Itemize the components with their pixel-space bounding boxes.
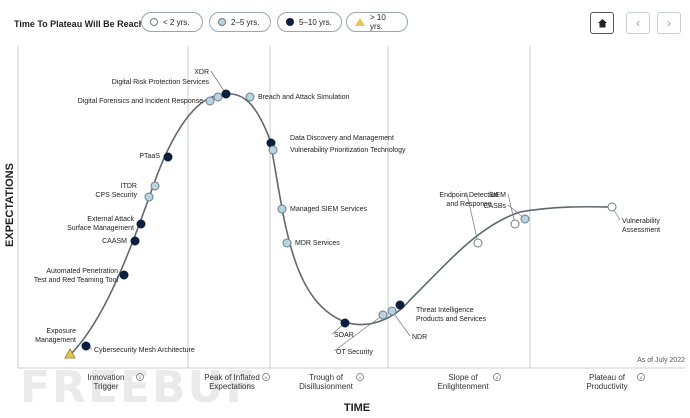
home-icon xyxy=(597,19,607,28)
point-managed-siem-services[interactable] xyxy=(277,204,287,214)
info-icon[interactable] xyxy=(262,373,270,381)
point-ot-security[interactable] xyxy=(378,310,388,320)
label-ndr: NDR xyxy=(412,334,427,341)
label-automated-penetration-test-and-red-teaming-tool: Automated Penetration Test and Red Teamin… xyxy=(34,268,119,284)
point-digital-forensics-and-incident-response[interactable] xyxy=(205,96,215,106)
chevron-right-icon: › xyxy=(667,16,671,30)
point-ndr[interactable] xyxy=(387,306,397,316)
point-itdr[interactable] xyxy=(150,181,160,191)
point-threat-intelligence-products-and-services[interactable] xyxy=(395,300,405,310)
yellow-triangle-icon xyxy=(355,18,365,26)
technology-points xyxy=(64,89,617,359)
point-xdr[interactable] xyxy=(221,89,231,99)
phase-label-innovation-trigger: Innovation Trigger xyxy=(88,373,125,391)
label-soar: SOAR xyxy=(334,332,354,339)
point-vulnerability-assessment[interactable] xyxy=(607,202,617,212)
legend-item-over-10-years[interactable]: > 10 yrs. xyxy=(346,12,408,32)
leader-line xyxy=(333,314,384,352)
point-digital-risk-protection-services[interactable] xyxy=(213,92,223,102)
top-bar: Time To Plateau Will Be Reached: < 2 yrs… xyxy=(0,0,690,44)
technology-labels: Exposure Management Cybersecurity Mesh Arc… xyxy=(34,69,661,356)
legend-item-2-5-years[interactable]: 2–5 yrs. xyxy=(209,12,271,32)
leader-line xyxy=(507,193,516,225)
point-automated-penetration-test-and-red-teaming-tool[interactable] xyxy=(119,270,129,280)
phase-labels: Innovation Trigger Peak of Inflated Expecta… xyxy=(88,373,645,391)
hype-curve xyxy=(69,92,613,356)
info-icon[interactable] xyxy=(136,373,144,381)
label-cybersecurity-mesh-architecture: Cybersecurity Mesh Architecture xyxy=(94,347,195,354)
legend-label: 2–5 yrs. xyxy=(231,17,260,27)
next-button[interactable]: › xyxy=(657,12,681,34)
label-data-discovery-and-management: Data Discovery and Management xyxy=(290,135,394,142)
phase-dividers xyxy=(17,46,685,369)
label-endpoint-detection-and-response: Endpoint Detection and Response xyxy=(439,192,498,208)
legend-label: < 2 yrs. xyxy=(163,17,190,27)
leader-line xyxy=(466,193,479,244)
legend-item-under-2-years[interactable]: < 2 yrs. xyxy=(141,12,203,32)
point-external-attack-surface-management[interactable] xyxy=(136,219,146,229)
point-casbs[interactable] xyxy=(520,214,530,224)
legend-label: 5–10 yrs. xyxy=(299,17,332,27)
point-mdr-services[interactable] xyxy=(282,238,292,248)
label-vulnerability-assessment: Vulnerability Assessment xyxy=(622,218,660,234)
label-ot-security: OT Security xyxy=(336,349,373,356)
label-exposure-management: Exposure Management xyxy=(35,328,76,344)
y-axis-label: EXPECTATIONS xyxy=(4,163,16,247)
point-cybersecurity-mesh-architecture[interactable] xyxy=(81,341,91,351)
point-ptaas[interactable] xyxy=(163,152,173,162)
phase-label-slope-of-enlightenment: Slope of Enlightenment xyxy=(437,373,489,391)
label-ptaas: PTaaS xyxy=(139,153,160,160)
info-icon[interactable] xyxy=(637,373,645,381)
leader-line xyxy=(391,310,411,337)
info-icon[interactable] xyxy=(356,373,364,381)
phase-label-peak-of-inflated-expectations: Peak of Inflated Expectations xyxy=(204,373,260,391)
label-digital-risk-protection-services: Digital Risk Protection Services xyxy=(112,79,210,86)
label-digital-forensics-and-incident-response: Digital Forensics and Incident Response xyxy=(78,98,203,105)
label-external-attack-surface-management: External Attack Surface Management xyxy=(67,216,134,232)
point-vulnerability-prioritization-technology[interactable] xyxy=(268,145,278,155)
phase-label-plateau-of-productivity: Plateau of Productivity xyxy=(586,373,627,391)
label-xdr: XDR xyxy=(194,69,209,76)
label-breach-and-attack-simulation: Breach and Attack Simulation xyxy=(258,94,350,101)
label-threat-intelligence-products-and-services: Threat Intelligence Products and Services xyxy=(416,307,487,323)
point-endpoint-detection-and-response[interactable] xyxy=(473,238,483,248)
legend-item-5-10-years[interactable]: 5–10 yrs. xyxy=(277,12,342,32)
label-casbs: CASBs xyxy=(483,203,506,210)
label-managed-siem-services: Managed SIEM Services xyxy=(290,206,368,213)
point-cps-security[interactable] xyxy=(144,192,154,202)
dark-navy-circle-icon xyxy=(286,18,294,26)
as-of-note: As of July 2022 xyxy=(637,357,685,364)
point-soar[interactable] xyxy=(340,318,350,328)
label-mdr-services: MDR Services xyxy=(295,240,340,247)
legend-label: > 10 yrs. xyxy=(370,13,386,31)
home-button[interactable] xyxy=(590,12,614,34)
phase-label-trough-of-disillusionment: Trough of Disillusionment xyxy=(299,373,354,391)
label-siem: SIEM xyxy=(489,192,506,199)
watermark: FREEBUF xyxy=(20,362,258,413)
x-axis-label: TIME xyxy=(344,402,370,414)
legend-title: Time To Plateau Will Be Reached: xyxy=(14,19,158,29)
hollow-circle-icon xyxy=(150,18,158,26)
point-breach-and-attack-simulation[interactable] xyxy=(245,92,255,102)
label-cps-security: CPS Security xyxy=(95,192,137,199)
light-blue-circle-icon xyxy=(218,18,226,26)
label-itdr: ITDR xyxy=(121,183,137,190)
label-caasm: CAASM xyxy=(102,238,127,245)
info-icon[interactable] xyxy=(493,373,501,381)
leader-line xyxy=(210,70,227,95)
chevron-left-icon: ‹ xyxy=(636,16,640,30)
previous-button[interactable]: ‹ xyxy=(626,12,650,34)
point-siem[interactable] xyxy=(510,219,520,229)
label-vulnerability-prioritization-technology: Vulnerability Prioritization Technology xyxy=(290,147,406,154)
point-caasm[interactable] xyxy=(130,236,140,246)
point-exposure-management[interactable] xyxy=(64,348,76,359)
